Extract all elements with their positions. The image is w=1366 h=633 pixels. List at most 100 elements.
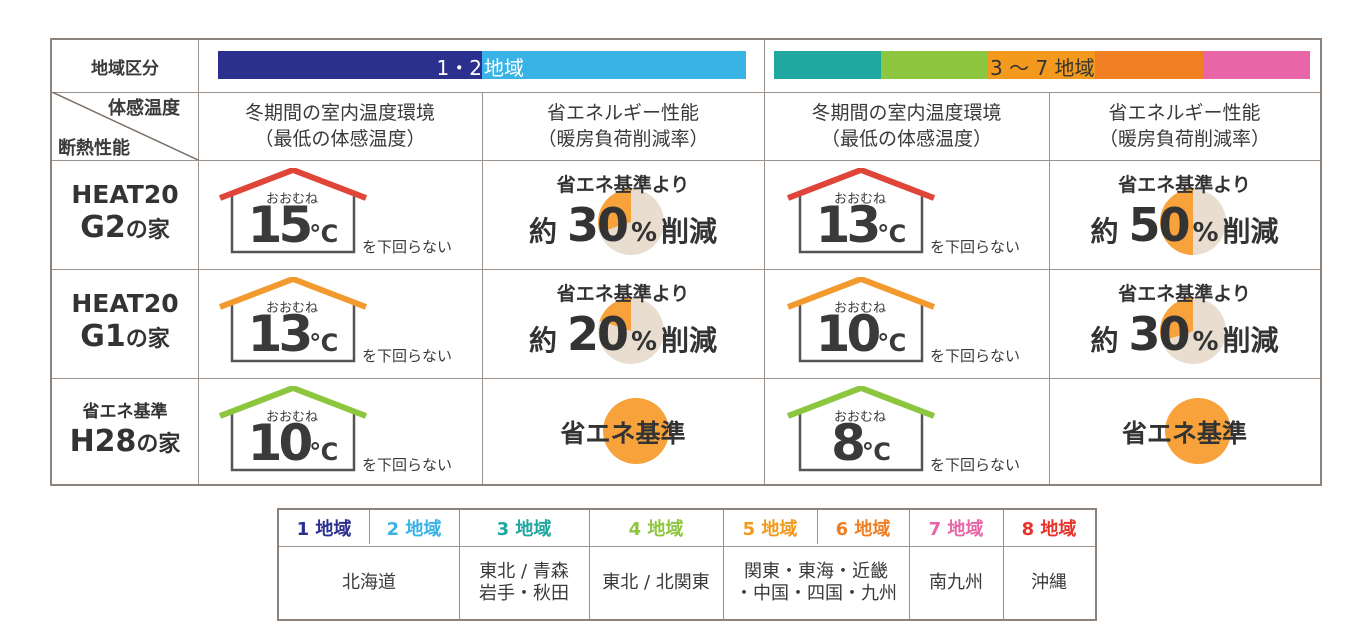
- temperature-number: 15: [247, 196, 314, 254]
- legend-area-4: 東北 / 北関東: [602, 571, 710, 593]
- divider: [369, 510, 370, 544]
- legend-head-6: 6 地域: [835, 519, 891, 540]
- legend-area-line: 岩手・秋田: [479, 582, 569, 604]
- temperature-unit: ℃: [877, 329, 907, 357]
- saving-percent: 30: [566, 198, 629, 252]
- temperature-number: 10: [247, 414, 314, 472]
- saving-line: 約 30% 削減: [482, 198, 764, 252]
- approx-label: おおむね: [266, 410, 319, 425]
- approx-label: おおむね: [834, 192, 887, 207]
- energy-standard-cell: 省エネ基準: [1049, 378, 1320, 484]
- legend-head-3: 3 地域: [496, 519, 552, 540]
- saving-percent-sign: %: [1192, 327, 1219, 357]
- region-bar-segment-2: [482, 51, 746, 79]
- house-roof: [218, 167, 368, 201]
- pie-reduction-slice: [598, 189, 631, 233]
- col-head-line1: 冬期間の室内温度環境: [244, 102, 435, 124]
- row-head-code: G1: [80, 319, 126, 354]
- divider: [52, 269, 1320, 270]
- house-walls: [230, 192, 356, 254]
- row-head-suffix: の家: [125, 218, 170, 243]
- row-head-h28: 省エネ基準 H28の家: [52, 378, 198, 484]
- standard-circle-fill: [603, 398, 669, 464]
- region-bar-segment-6: [1095, 51, 1203, 79]
- divider: [52, 378, 1320, 379]
- saving-reduce: 削減: [661, 324, 718, 357]
- temperature-value: 10℃: [246, 414, 340, 472]
- house-outline: [218, 276, 368, 363]
- legend-head-4: 4 地域: [628, 519, 684, 540]
- region-bar-segment-1: [218, 51, 482, 79]
- legend-area-1-2: 北海道: [342, 571, 396, 593]
- house-roof: [786, 276, 936, 310]
- row-head-line1: HEAT20: [71, 180, 179, 209]
- house-walls: [230, 410, 356, 472]
- legend-head-2: 2 地域: [386, 519, 442, 540]
- row-head-line2: G1の家: [80, 319, 170, 358]
- pie-reduction-slice: [599, 298, 631, 331]
- legend-area-line: ・中国・四国・九州: [735, 582, 897, 604]
- row-head-line2: H28の家: [70, 424, 181, 463]
- standard-label: 省エネ基準: [1121, 419, 1247, 448]
- energy-saving-cell: 省エネ基準より約 50% 削減: [1049, 160, 1320, 269]
- col-head-line2: （最低の体感温度）: [254, 128, 426, 150]
- row-head-line2: G2の家: [80, 210, 170, 249]
- not-below-label: を下回らない: [930, 347, 1021, 365]
- house-outline: [218, 385, 368, 472]
- col-head-energy-a: 省エネルギー性能 （暖房負荷削減率）: [482, 92, 764, 160]
- temperature-unit: ℃: [877, 220, 907, 248]
- region-bar-segment-7: [1203, 51, 1310, 79]
- divider: [279, 546, 1095, 547]
- temperature-value: 10℃: [814, 305, 908, 363]
- saving-reduce: 削減: [1222, 215, 1279, 248]
- region-bar-3-7-label: 3 〜 7 地域: [990, 56, 1095, 80]
- saving-prefix: 省エネ基準より: [556, 174, 690, 196]
- divider: [1049, 92, 1050, 484]
- region-bar-1-2-label-right: 地域: [484, 56, 524, 80]
- divider: [459, 510, 460, 619]
- divider: [589, 510, 590, 619]
- divider: [817, 510, 818, 544]
- saving-line: 約 30% 削減: [1049, 307, 1320, 361]
- pie-reduction-slice: [1159, 298, 1193, 342]
- house-outline: [786, 167, 936, 254]
- reduction-pie: [598, 298, 664, 364]
- house-icon: おおむね 13℃: [218, 276, 368, 363]
- legend-head-1: 1 地域: [296, 519, 352, 540]
- divider: [198, 40, 199, 484]
- not-below-label: を下回らない: [362, 347, 453, 365]
- temperature-number: 10: [815, 305, 882, 363]
- house-roof: [218, 276, 368, 310]
- saving-approx: 約: [1090, 324, 1119, 357]
- standard-circle: [603, 398, 669, 464]
- divider: [52, 92, 1320, 93]
- house-roof: [218, 385, 368, 419]
- house-walls: [798, 301, 924, 363]
- not-below-label: を下回らない: [362, 456, 453, 474]
- saving-percent-sign: %: [1192, 218, 1219, 248]
- reduction-pie: [598, 189, 664, 255]
- legend-head-5: 5 地域: [742, 519, 798, 540]
- region-category-label: 地域区分: [91, 58, 159, 79]
- row-head-suffix: の家: [125, 327, 170, 352]
- saving-approx: 約: [528, 324, 557, 357]
- col-head-line2: （最低の体感温度）: [820, 128, 992, 150]
- approx-label: おおむね: [834, 410, 887, 425]
- not-below-label: を下回らない: [930, 238, 1021, 256]
- saving-approx: 約: [528, 215, 557, 248]
- house-icon: おおむね 10℃: [218, 385, 368, 472]
- legend-head-7: 7 地域: [928, 519, 984, 540]
- approx-label: おおむね: [266, 192, 319, 207]
- row-head-code: H28: [69, 423, 137, 459]
- divider: [723, 510, 724, 619]
- col-head-line1: 省エネルギー性能: [1108, 102, 1261, 124]
- row-head-suffix: の家: [136, 431, 181, 457]
- saving-line: 約 50% 削減: [1049, 198, 1320, 252]
- saving-prefix: 省エネ基準より: [556, 283, 690, 305]
- col-head-indoor-b: 冬期間の室内温度環境 （最低の体感温度）: [764, 92, 1049, 160]
- region-bar-1-2: [218, 51, 746, 79]
- row-head-g1: HEAT20 G1の家: [52, 269, 198, 378]
- row-head-line1: HEAT20: [71, 289, 179, 318]
- saving-percent: 30: [1128, 307, 1190, 361]
- temperature-unit: ℃: [309, 220, 339, 248]
